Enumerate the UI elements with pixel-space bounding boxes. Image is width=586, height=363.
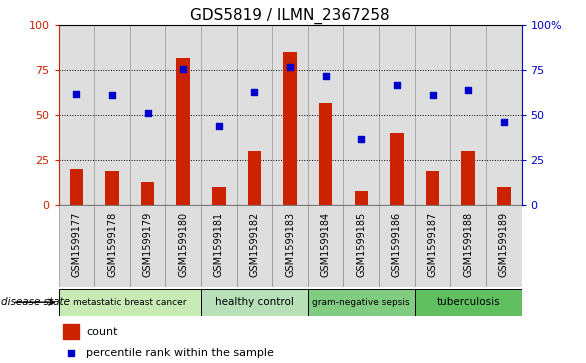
Text: GSM1599182: GSM1599182 [250,212,260,277]
Bar [141,182,154,205]
Text: metastatic breast cancer: metastatic breast cancer [73,298,186,307]
Bar [461,151,475,205]
Bar [165,205,201,287]
Point [499,119,509,125]
Bar [94,25,130,205]
Bar [390,133,404,205]
Bar [59,289,201,316]
Bar [497,187,510,205]
Bar [450,205,486,287]
Text: healthy control: healthy control [215,297,294,307]
Bar [426,171,440,205]
Bar [237,205,272,287]
Bar [272,205,308,287]
Text: GSM1599179: GSM1599179 [142,212,152,277]
Point [143,111,152,117]
Bar [59,25,94,205]
Bar [308,289,415,316]
Text: count: count [86,327,118,337]
Bar [237,25,272,205]
Text: GSM1599180: GSM1599180 [178,212,188,277]
Bar [415,289,522,316]
Bar [379,25,415,205]
Bar [201,205,237,287]
Bar [379,205,415,287]
Text: GSM1599185: GSM1599185 [356,212,366,277]
Text: disease state: disease state [1,297,70,307]
Text: percentile rank within the sample: percentile rank within the sample [86,348,274,358]
Point [321,73,331,79]
Text: GSM1599187: GSM1599187 [428,212,438,277]
Text: gram-negative sepsis: gram-negative sepsis [312,298,410,307]
Bar [248,151,261,205]
Text: GSM1599177: GSM1599177 [71,212,81,277]
Bar [59,205,94,287]
Bar [130,205,165,287]
Bar [105,171,119,205]
Bar [308,205,343,287]
Bar [355,191,368,205]
Text: GSM1599184: GSM1599184 [321,212,331,277]
Point [71,91,81,97]
Text: tuberculosis: tuberculosis [437,297,500,307]
Point [67,351,76,356]
Bar [165,25,201,205]
Point [285,64,295,70]
Bar [283,52,297,205]
Text: GSM1599183: GSM1599183 [285,212,295,277]
Bar [212,187,226,205]
Bar [450,25,486,205]
Bar [272,25,308,205]
Bar [415,205,450,287]
Bar [63,324,80,339]
Bar [319,103,332,205]
Bar [486,205,522,287]
Bar [70,169,83,205]
Point [464,87,473,93]
Title: GDS5819 / ILMN_2367258: GDS5819 / ILMN_2367258 [190,8,390,24]
Bar [343,205,379,287]
Bar [94,205,130,287]
Point [392,82,401,87]
Text: GSM1599189: GSM1599189 [499,212,509,277]
Text: GSM1599186: GSM1599186 [392,212,402,277]
Bar [130,25,165,205]
Point [428,93,437,98]
Bar [415,25,450,205]
Bar [308,25,343,205]
Point [250,89,259,95]
Bar [201,25,237,205]
Point [179,66,188,72]
Bar [343,25,379,205]
Bar [176,58,190,205]
Bar [486,25,522,205]
Text: GSM1599181: GSM1599181 [214,212,224,277]
Text: GSM1599188: GSM1599188 [463,212,473,277]
Point [107,93,117,98]
Point [214,123,223,129]
Point [357,136,366,142]
Text: GSM1599178: GSM1599178 [107,212,117,277]
Bar [201,289,308,316]
